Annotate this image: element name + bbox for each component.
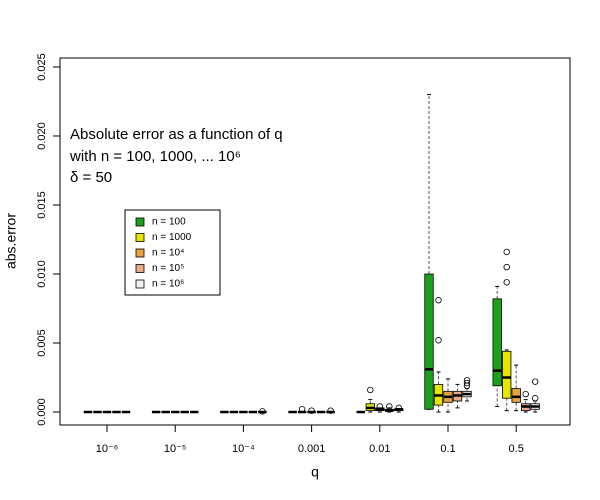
box (511, 388, 521, 403)
outlier (395, 404, 402, 412)
legend-label: n = 10⁵ (152, 263, 184, 274)
legend-label: n = 10⁶ (152, 279, 184, 290)
x-tick-label: 0.01 (369, 443, 390, 455)
x-tick-label: 0.1 (440, 443, 455, 455)
outlier (463, 379, 471, 387)
y-tick-label: 0.025 (36, 53, 48, 81)
legend-swatch (135, 233, 145, 242)
outlier (503, 248, 510, 256)
outlier (308, 407, 315, 414)
outlier (503, 263, 510, 271)
legend-label: n = 10⁴ (152, 248, 184, 259)
legend-swatch (135, 217, 145, 227)
annotation: with n = 100, 1000, ... 10⁶ (69, 148, 241, 165)
y-tick-label: 0.015 (36, 191, 48, 219)
x-tick-label: 10⁻⁶ (96, 443, 119, 455)
legend-label: n = 1000 (152, 232, 192, 243)
legend-swatch (135, 279, 145, 289)
x-tick-label: 0.5 (509, 443, 524, 455)
outlier (532, 395, 539, 402)
legend-label: n = 100 (152, 217, 186, 228)
legend-swatch (135, 248, 145, 258)
outlier (259, 408, 266, 415)
outlier (435, 297, 442, 304)
outlier (376, 403, 383, 410)
x-tick-label: 10⁻⁵ (164, 443, 187, 455)
annotation: Absolute error as a function of q (70, 126, 283, 143)
x-tick-label: 10⁻⁴ (232, 443, 255, 455)
y-tick-label: 0.010 (36, 260, 48, 288)
outlier (435, 337, 442, 344)
outlier (327, 407, 334, 414)
annotation: δ = 50 (70, 169, 112, 186)
outlier (298, 406, 306, 413)
y-tick-label: 0.005 (36, 329, 48, 357)
box (502, 350, 512, 399)
box (424, 273, 434, 410)
outlier (463, 377, 471, 384)
outlier (367, 386, 374, 394)
outlier (522, 390, 529, 398)
box (492, 298, 502, 387)
legend-swatch (135, 264, 145, 273)
x-tick-label: 0.001 (298, 443, 326, 455)
outlier (503, 279, 510, 286)
y-tick-label: 0.000 (36, 398, 48, 426)
plot-frame (59, 57, 571, 426)
outlier (532, 378, 539, 385)
outlier (386, 403, 393, 410)
y-axis-label: abs.error (3, 213, 19, 269)
y-tick-label: 0.020 (36, 122, 48, 150)
x-axis-label: q (311, 464, 319, 480)
